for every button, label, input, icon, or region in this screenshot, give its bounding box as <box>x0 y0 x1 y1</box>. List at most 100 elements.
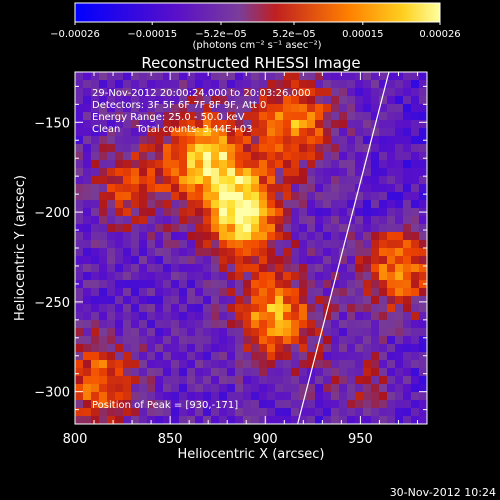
heatmap-cell <box>155 80 164 89</box>
heatmap-cell <box>123 288 132 297</box>
heatmap-cell <box>307 392 316 401</box>
colorbar-tick-label: 0.00015 <box>342 29 383 40</box>
heatmap-cell <box>403 360 412 369</box>
heatmap-cell <box>155 128 164 137</box>
colorbar-tick-label: −0.00026 <box>50 29 100 40</box>
heatmap-cell <box>227 304 236 313</box>
heatmap-cell <box>283 128 292 137</box>
heatmap-cell <box>139 416 148 424</box>
colorbar-tick-label: 0.00026 <box>419 29 460 40</box>
heatmap-cell <box>251 280 260 289</box>
heatmap-cell <box>291 152 300 161</box>
heatmap-cell <box>227 344 236 353</box>
heatmap-cell <box>419 200 427 209</box>
heatmap-cell <box>387 248 396 257</box>
heatmap-cell <box>131 208 140 217</box>
heatmap-cell <box>179 384 188 393</box>
heatmap-cell <box>147 368 156 377</box>
heatmap-cell <box>155 376 164 385</box>
heatmap-cell <box>331 352 340 361</box>
heatmap-cell <box>395 72 404 81</box>
heatmap-cell <box>219 104 228 113</box>
heatmap-cell <box>195 328 204 337</box>
heatmap-cell <box>163 352 172 361</box>
heatmap-cell <box>387 240 396 249</box>
heatmap-cell <box>75 328 84 337</box>
heatmap-cell <box>75 152 84 161</box>
heatmap-cell <box>155 360 164 369</box>
y-tick-label: −150 <box>34 116 70 131</box>
heatmap-cell <box>179 408 188 417</box>
heatmap-cell <box>323 336 332 345</box>
heatmap-cell <box>331 264 340 273</box>
heatmap-cell <box>331 168 340 177</box>
heatmap-cell <box>155 184 164 193</box>
heatmap-cell <box>203 320 212 329</box>
heatmap-cell <box>339 240 348 249</box>
heatmap-cell <box>411 392 420 401</box>
heatmap-cell <box>387 288 396 297</box>
heatmap-cell <box>283 416 292 424</box>
heatmap-cell <box>131 400 140 409</box>
heatmap-cell <box>139 168 148 177</box>
heatmap-cell <box>187 160 196 169</box>
heatmap-cell <box>147 72 156 81</box>
heatmap-cell <box>123 336 132 345</box>
heatmap-cell <box>395 200 404 209</box>
heatmap-cell <box>83 408 92 417</box>
heatmap-cell <box>339 336 348 345</box>
heatmap-cell <box>115 152 124 161</box>
heatmap-cell <box>203 224 212 233</box>
heatmap-cell <box>355 160 364 169</box>
heatmap-cell <box>123 104 132 113</box>
heatmap-cell <box>203 184 212 193</box>
heatmap-cell <box>107 104 116 113</box>
heatmap-cell <box>179 352 188 361</box>
heatmap-cell <box>283 384 292 393</box>
heatmap-cell <box>123 112 132 121</box>
heatmap-cell <box>235 408 244 417</box>
heatmap-cell <box>339 176 348 185</box>
heatmap-cell <box>379 136 388 145</box>
heatmap-cell <box>75 88 84 97</box>
heatmap-cell <box>395 296 404 305</box>
heatmap-cell <box>99 296 108 305</box>
heatmap-cell <box>171 288 180 297</box>
heatmap-cell <box>203 240 212 249</box>
heatmap-cell <box>411 72 420 81</box>
heatmap-cell <box>259 152 268 161</box>
heatmap-cell <box>363 120 372 129</box>
heatmap-cell <box>195 144 204 153</box>
heatmap-cell <box>83 208 92 217</box>
heatmap-cell <box>267 304 276 313</box>
heatmap-cell <box>243 160 252 169</box>
heatmap-cell <box>331 152 340 161</box>
heatmap-cell <box>99 328 108 337</box>
heatmap-cell <box>179 344 188 353</box>
heatmap-cell <box>147 384 156 393</box>
annotation-energy-range: Energy Range: 25.0 - 50.0 keV <box>92 112 245 123</box>
heatmap-cell <box>115 176 124 185</box>
heatmap-cell <box>291 128 300 137</box>
heatmap-cell <box>195 80 204 89</box>
heatmap-cell <box>235 184 244 193</box>
heatmap-cell <box>131 152 140 161</box>
heatmap-cell <box>307 152 316 161</box>
heatmap-cell <box>123 384 132 393</box>
heatmap-cell <box>363 288 372 297</box>
heatmap-cell <box>403 224 412 233</box>
heatmap-cell <box>187 136 196 145</box>
heatmap-cell <box>355 272 364 281</box>
heatmap-cell <box>395 248 404 257</box>
heatmap-cell <box>203 128 212 137</box>
heatmap-cell <box>411 184 420 193</box>
heatmap-cell <box>155 216 164 225</box>
heatmap-cell <box>131 328 140 337</box>
heatmap-cell <box>203 192 212 201</box>
heatmap-cell <box>283 136 292 145</box>
heatmap-cell <box>211 312 220 321</box>
heatmap-cell <box>331 120 340 129</box>
heatmap-cell <box>139 128 148 137</box>
heatmap-cell <box>75 376 84 385</box>
heatmap-cell <box>219 304 228 313</box>
